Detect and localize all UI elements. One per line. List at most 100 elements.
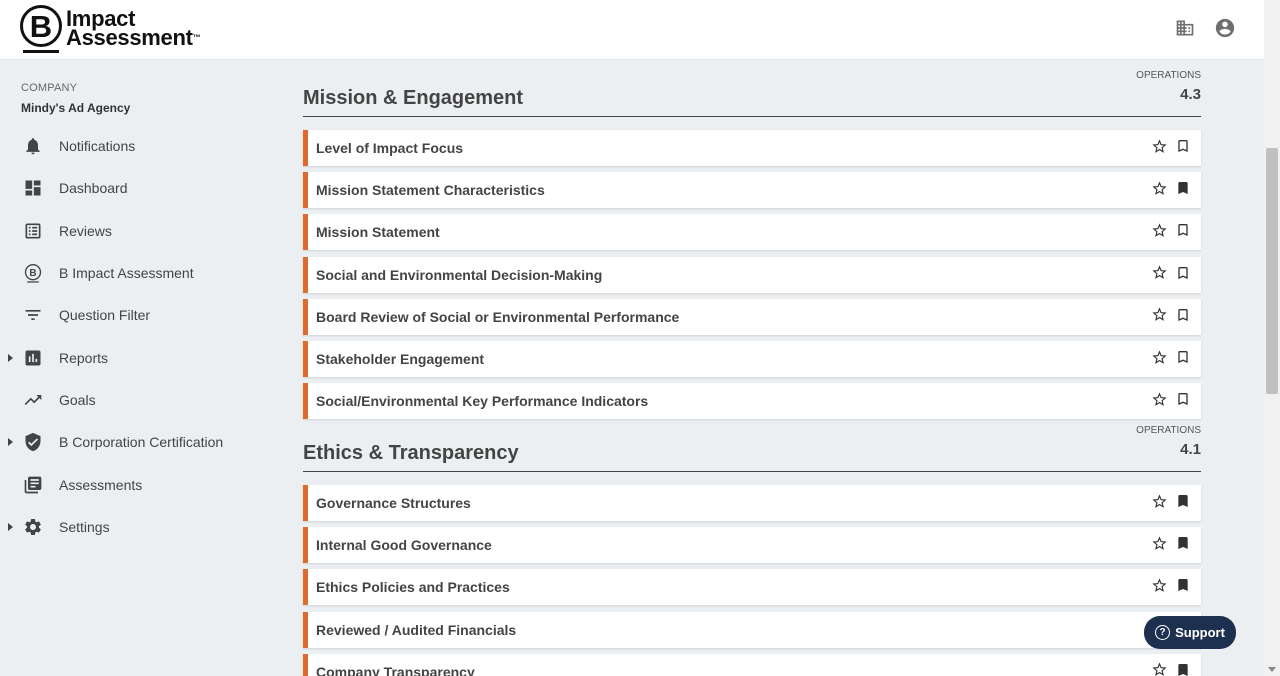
logo-trademark: ™ — [192, 33, 201, 42]
sidebar-item-label: Goals — [59, 391, 96, 408]
sidebar-item-label: B Corporation Certification — [59, 434, 224, 451]
star-outline-icon[interactable] — [1151, 306, 1168, 324]
star-outline-icon[interactable] — [1151, 137, 1168, 155]
question-title: Level of Impact Focus — [316, 140, 464, 156]
star-outline-icon[interactable] — [1151, 576, 1168, 594]
section-ops-label: OPERATIONS — [1136, 425, 1201, 436]
section-header-mission-engagement: Mission & Engagement OPERATIONS 4.3 — [303, 70, 1201, 117]
question-title: Mission Statement Characteristics — [316, 182, 545, 199]
question-actions — [1151, 390, 1191, 408]
sidebar-item-notifications[interactable]: Notifications — [0, 125, 260, 167]
question-item[interactable]: Social/Environmental Key Performance Ind… — [303, 383, 1201, 420]
sidebar-item-label: Reviews — [59, 222, 112, 239]
sidebar-nav: Notifications Dashboard Reviews B B Impa… — [0, 125, 260, 548]
svg-text:B: B — [29, 268, 36, 279]
scroll-down-arrow-icon[interactable] — [1268, 667, 1276, 672]
question-title: Mission Statement — [316, 224, 440, 241]
question-title: Reviewed / Audited Financials — [316, 621, 517, 638]
page-scrollbar[interactable] — [1264, 0, 1280, 676]
bookmark-outline-icon[interactable] — [1174, 390, 1191, 408]
question-item[interactable]: Governance Structures — [303, 485, 1201, 521]
sidebar-item-b-impact-assessment[interactable]: B B Impact Assessment — [0, 252, 260, 294]
question-item[interactable]: Reviewed / Audited Financials — [303, 611, 1201, 648]
sidebar-item-label: B Impact Assessment — [59, 265, 194, 282]
b-logo-mark: B — [20, 5, 62, 53]
question-actions — [1151, 221, 1191, 239]
b-logo-icon: B — [23, 263, 43, 283]
star-outline-icon[interactable] — [1151, 492, 1168, 510]
section-title: Ethics & Transparency — [303, 442, 519, 464]
bookmark-filled-icon[interactable] — [1174, 661, 1191, 676]
sidebar-item-assessments[interactable]: Assessments — [0, 463, 260, 505]
caret-right-icon[interactable] — [8, 522, 13, 531]
section-header-ethics-transparency: Ethics & Transparency OPERATIONS 4.1 — [303, 425, 1201, 472]
account-circle-icon[interactable] — [1214, 17, 1236, 39]
question-item[interactable]: Mission Statement — [303, 214, 1201, 251]
question-title: Ethics Policies and Practices — [316, 579, 510, 596]
question-title: Board Review of Social or Environmental … — [316, 308, 680, 325]
sidebar-item-goals[interactable]: Goals — [0, 379, 260, 421]
sidebar-item-question-filter[interactable]: Question Filter — [0, 294, 260, 336]
star-outline-icon[interactable] — [1151, 390, 1168, 408]
company-building-icon[interactable] — [1174, 17, 1196, 39]
question-actions — [1151, 348, 1191, 366]
sidebar-item-label: Dashboard — [59, 180, 128, 197]
bookmark-outline-icon[interactable] — [1174, 348, 1191, 366]
sidebar-item-reviews[interactable]: Reviews — [0, 210, 260, 252]
caret-right-icon[interactable] — [8, 353, 13, 362]
question-item[interactable]: Level of Impact Focus — [303, 130, 1201, 166]
question-item[interactable]: Company Transparency — [303, 653, 1201, 676]
sidebar-item-dashboard[interactable]: Dashboard — [0, 167, 260, 209]
bar-chart-icon — [23, 348, 43, 368]
question-title: Internal Good Governance — [316, 537, 492, 554]
question-actions — [1151, 661, 1191, 676]
b-logo-letter: B — [20, 5, 62, 47]
question-item[interactable]: Stakeholder Engagement — [303, 341, 1201, 377]
bookmark-outline-icon[interactable] — [1174, 137, 1191, 155]
bookmark-filled-icon[interactable] — [1174, 492, 1191, 510]
company-name: Mindy's Ad Agency — [21, 101, 131, 115]
library-books-icon — [23, 475, 43, 495]
star-outline-icon[interactable] — [1151, 348, 1168, 366]
question-actions — [1151, 306, 1191, 324]
b-impact-logo[interactable]: B Impact Assessment™ — [20, 5, 201, 53]
sidebar-item-label: Settings — [59, 518, 110, 535]
sidebar-item-reports[interactable]: Reports — [0, 336, 260, 378]
question-actions — [1151, 137, 1191, 155]
bookmark-outline-icon[interactable] — [1174, 221, 1191, 239]
star-outline-icon[interactable] — [1151, 264, 1168, 282]
filter-icon — [23, 305, 43, 325]
section-title: Mission & Engagement — [303, 87, 524, 109]
star-outline-icon[interactable] — [1151, 221, 1168, 239]
sidebar-item-settings[interactable]: Settings — [0, 506, 260, 548]
support-button[interactable]: ? Support — [1144, 616, 1236, 649]
question-actions — [1151, 264, 1191, 282]
bookmark-outline-icon[interactable] — [1174, 306, 1191, 324]
question-actions — [1151, 534, 1191, 552]
bell-icon — [23, 136, 43, 156]
star-outline-icon[interactable] — [1151, 661, 1168, 676]
bookmark-filled-icon[interactable] — [1174, 534, 1191, 552]
star-outline-icon[interactable] — [1151, 179, 1168, 197]
question-item[interactable]: Mission Statement Characteristics — [303, 172, 1201, 209]
sidebar-item-b-corporation-certification[interactable]: B Corporation Certification — [0, 421, 260, 463]
bookmark-outline-icon[interactable] — [1174, 264, 1191, 282]
scrollbar-thumb[interactable] — [1266, 148, 1278, 394]
star-outline-icon[interactable] — [1151, 534, 1168, 552]
sidebar-item-label: Assessments — [59, 476, 143, 493]
question-item[interactable]: Board Review of Social or Environmental … — [303, 298, 1201, 335]
question-title: Social/Environmental Key Performance Ind… — [316, 393, 649, 410]
sidebar-item-label: Reports — [59, 349, 109, 366]
bookmark-filled-icon[interactable] — [1174, 179, 1191, 197]
question-item[interactable]: Ethics Policies and Practices — [303, 569, 1201, 606]
bookmark-filled-icon[interactable] — [1174, 576, 1191, 594]
section-score: 4.1 — [1180, 441, 1201, 458]
shield-check-icon — [23, 432, 43, 452]
question-item[interactable]: Internal Good Governance — [303, 527, 1201, 564]
top-header: B Impact Assessment™ — [0, 0, 1264, 60]
caret-right-icon[interactable] — [8, 438, 13, 447]
logo-line-2: Assessment — [66, 25, 193, 50]
question-title: Stakeholder Engagement — [316, 351, 485, 367]
help-circle-icon: ? — [1155, 625, 1171, 640]
question-item[interactable]: Social and Environmental Decision-Making — [303, 256, 1201, 293]
